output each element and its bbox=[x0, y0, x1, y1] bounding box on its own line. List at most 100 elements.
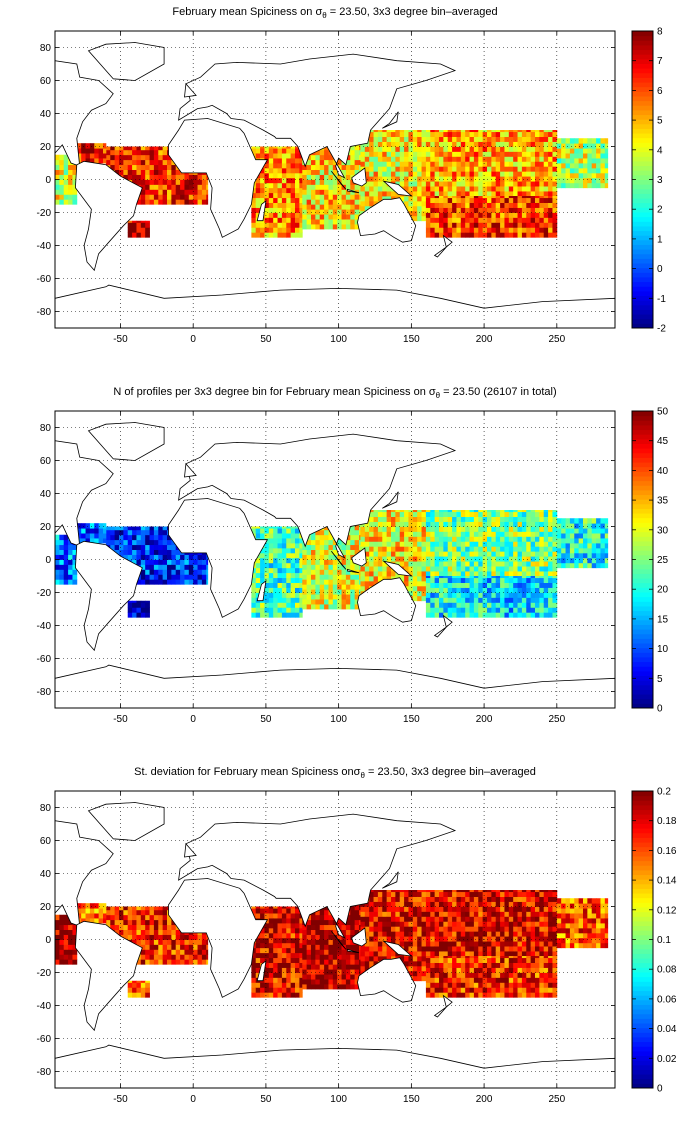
data-bin bbox=[452, 587, 457, 593]
data-bin bbox=[456, 521, 462, 527]
data-bin bbox=[105, 909, 111, 916]
data-bin bbox=[521, 166, 527, 172]
landmass bbox=[256, 199, 267, 222]
data-bin bbox=[583, 533, 588, 539]
data-bin bbox=[452, 212, 457, 218]
data-bin bbox=[443, 161, 449, 167]
data-bin bbox=[452, 541, 457, 547]
data-bin bbox=[425, 131, 431, 137]
data-bin bbox=[302, 574, 308, 580]
data-bin bbox=[299, 612, 303, 618]
data-bin bbox=[162, 149, 168, 156]
data-bin bbox=[158, 169, 164, 175]
data-bin bbox=[364, 571, 370, 577]
data-bin bbox=[311, 559, 316, 565]
data-bin bbox=[574, 143, 580, 149]
data-bin bbox=[478, 176, 484, 182]
data-bin bbox=[382, 141, 388, 147]
data-bin bbox=[521, 212, 527, 218]
data-bin bbox=[145, 992, 150, 998]
data-bin bbox=[421, 551, 427, 557]
data-bin bbox=[417, 146, 422, 152]
data-bin bbox=[382, 556, 388, 562]
data-bin bbox=[251, 987, 257, 993]
plot-frame bbox=[54, 30, 616, 329]
data-bin bbox=[504, 191, 510, 197]
data-bin bbox=[535, 197, 540, 203]
data-bin bbox=[465, 191, 470, 197]
data-bin bbox=[513, 602, 518, 608]
data-bin bbox=[110, 909, 116, 916]
data-bin bbox=[526, 191, 532, 197]
data-bin bbox=[281, 528, 287, 534]
data-bin bbox=[452, 577, 457, 583]
colorbar-swatch bbox=[632, 680, 653, 686]
data-bin bbox=[295, 577, 300, 583]
data-bin bbox=[184, 554, 190, 560]
data-bin bbox=[286, 607, 292, 613]
data-bin bbox=[76, 148, 82, 154]
data-bin bbox=[273, 207, 278, 213]
data-bin bbox=[167, 944, 172, 950]
data-bin bbox=[421, 580, 427, 587]
data-bin bbox=[332, 584, 338, 590]
data-bin bbox=[264, 163, 270, 169]
data-bin bbox=[552, 510, 558, 513]
data-bin bbox=[328, 174, 334, 180]
data-bin bbox=[255, 937, 261, 944]
data-bin bbox=[443, 191, 449, 197]
data-bin bbox=[412, 526, 418, 532]
data-bin bbox=[188, 199, 194, 205]
data-bin bbox=[68, 929, 73, 935]
data-bin bbox=[171, 569, 177, 575]
data-bin bbox=[364, 556, 370, 562]
data-bin bbox=[587, 138, 593, 144]
data-bin bbox=[201, 199, 207, 205]
data-bin bbox=[180, 569, 185, 575]
data-bin bbox=[311, 199, 316, 205]
data-bin bbox=[508, 136, 514, 142]
data-bin bbox=[469, 516, 475, 522]
data-bin bbox=[364, 205, 370, 212]
data-bin bbox=[345, 189, 351, 195]
data-bin bbox=[290, 167, 296, 174]
data-bin bbox=[530, 196, 536, 199]
data-bin bbox=[469, 587, 475, 593]
data-bin bbox=[391, 521, 396, 527]
data-bin bbox=[277, 947, 283, 954]
data-bin bbox=[539, 136, 545, 142]
data-bin bbox=[408, 156, 414, 162]
data-bin bbox=[430, 227, 436, 233]
data-bin bbox=[460, 521, 466, 527]
data-bin bbox=[295, 947, 300, 954]
data-bin bbox=[364, 151, 370, 157]
data-bin bbox=[140, 232, 146, 238]
data-bin bbox=[408, 161, 414, 167]
data-bin bbox=[565, 547, 571, 554]
data-bin bbox=[513, 171, 518, 177]
data-bin bbox=[140, 174, 146, 180]
data-bin bbox=[482, 556, 488, 562]
data-bin bbox=[315, 604, 321, 610]
data-bin bbox=[188, 564, 194, 570]
data-bin bbox=[140, 179, 146, 185]
data-bin bbox=[306, 554, 312, 560]
data-bin bbox=[281, 577, 287, 583]
data-bin bbox=[530, 582, 536, 588]
data-bin bbox=[473, 202, 479, 208]
data-bin bbox=[408, 580, 414, 587]
data-bin bbox=[521, 597, 527, 603]
data-bin bbox=[149, 189, 155, 195]
data-bin bbox=[132, 169, 137, 175]
data-bin bbox=[504, 156, 510, 162]
data-bin bbox=[184, 189, 190, 195]
data-bin bbox=[369, 161, 374, 167]
data-bin bbox=[530, 176, 536, 182]
data-bin bbox=[162, 949, 168, 955]
colorbar-swatch bbox=[632, 471, 653, 477]
data-bin bbox=[491, 577, 497, 583]
data-bin bbox=[460, 516, 466, 522]
data-bin bbox=[251, 572, 257, 579]
data-bin bbox=[167, 199, 172, 205]
data-bin bbox=[600, 533, 606, 539]
